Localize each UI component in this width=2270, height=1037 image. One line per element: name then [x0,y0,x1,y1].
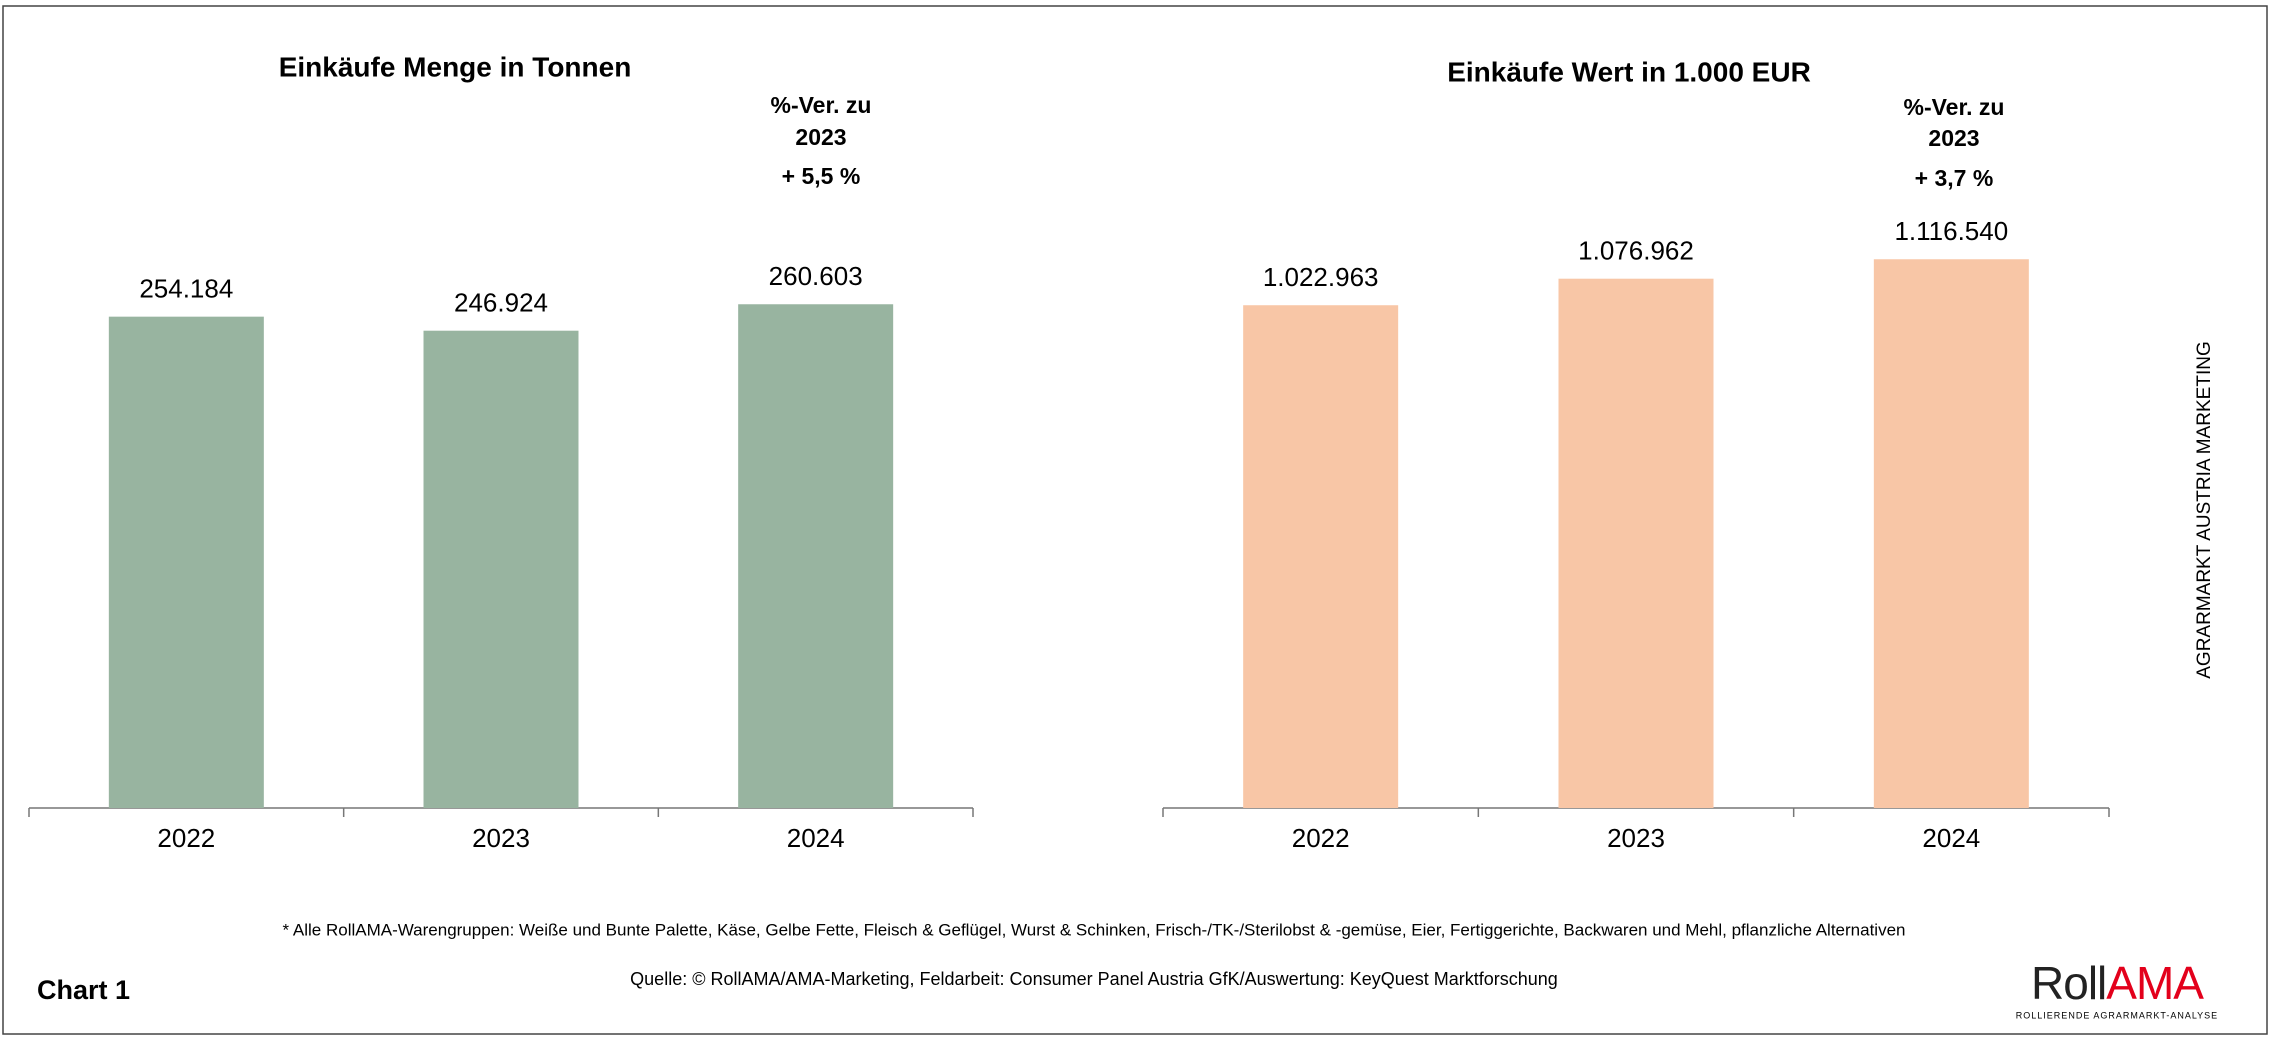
x-tick-label: 2024 [787,823,845,853]
annotation: 2023 [795,124,846,150]
logo-ama: AMA [2106,957,2204,1009]
bar [1873,259,2029,808]
bar [108,316,264,808]
x-tick-label: 2024 [1922,823,1980,853]
value-label: 1.076.962 [1578,236,1694,266]
side-text: AGRARMARKT AUSTRIA MARKETING [2194,341,2215,678]
value-label: 260.603 [769,261,863,291]
source: Quelle: © RollAMA/AMA-Marketing, Feldarb… [630,969,1558,989]
chart-title: Einkäufe Wert in 1.000 EUR [1447,56,1811,87]
x-tick-label: 2022 [1292,823,1350,853]
chart-label: Chart 1 [37,975,130,1005]
value-label: 1.116.540 [1894,216,2008,246]
value-label: 254.184 [139,274,233,304]
annotation: 2023 [1928,125,1979,151]
annotation: %-Ver. zu [1904,94,2005,120]
x-tick-label: 2022 [157,823,215,853]
annotation: + 5,5 % [782,163,861,189]
annotation: + 3,7 % [1915,165,1994,191]
bar [1243,305,1399,808]
logo-roll: Roll [2031,957,2106,1009]
bar [1558,278,1714,809]
bar [423,330,579,808]
value-label: 246.924 [454,288,548,318]
frame [2,5,2268,1035]
footnote: * Alle RollAMA-Warengruppen: Weiße und B… [283,920,1906,939]
annotation: %-Ver. zu [771,92,872,118]
logo-tagline: ROLLIERENDE AGRARMARKT-ANALYSE [2016,1010,2218,1020]
bar [738,304,894,808]
value-label: 1.022.963 [1263,262,1379,292]
logo: RollAMA [2031,957,2204,1009]
x-tick-label: 2023 [1607,823,1665,853]
chart-title: Einkäufe Menge in Tonnen [279,51,632,82]
x-tick-label: 2023 [472,823,530,853]
